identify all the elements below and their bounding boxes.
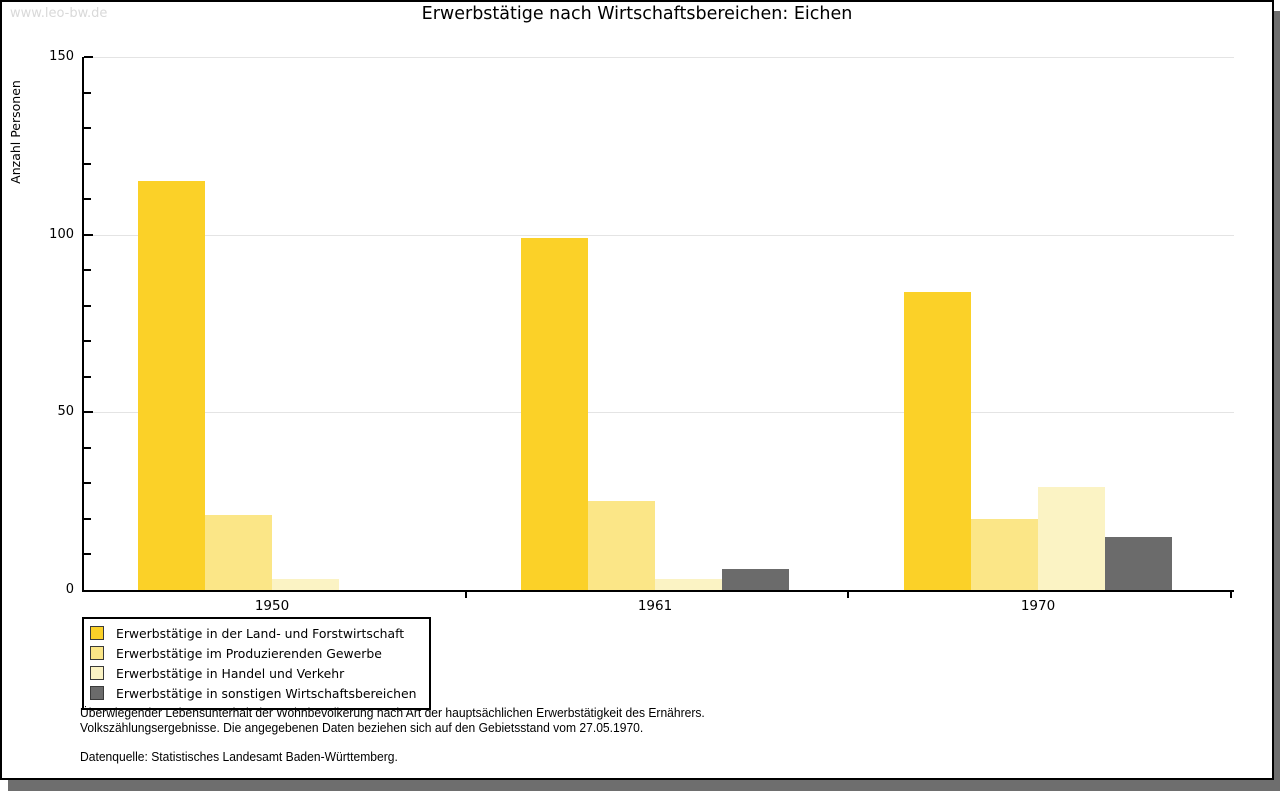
bar-1970-s2 (971, 518, 1038, 590)
y-minor-tick-110 (84, 198, 91, 201)
y-major-tick-100 (84, 233, 93, 236)
bar-1961-s2 (588, 501, 655, 590)
y-minor-tick-80 (84, 304, 91, 307)
legend: Erwerbstätige in der Land- und Forstwirt… (82, 617, 431, 710)
bar-1970-s4 (1105, 536, 1172, 590)
y-minor-tick-90 (84, 269, 91, 272)
x-category-label-1961: 1961 (637, 598, 673, 614)
bar-1961-s3 (655, 579, 722, 590)
x-category-label-1970: 1970 (1020, 598, 1056, 614)
legend-swatch-icon (90, 686, 104, 700)
footnote-text: Überwiegender Lebensunterhalt der Wohnbe… (80, 705, 705, 735)
x-category-label-1950: 1950 (254, 598, 290, 614)
legend-row-3: Erwerbstätige in Handel und Verkehr (90, 663, 417, 683)
legend-row-4: Erwerbstätige in sonstigen Wirtschaftsbe… (90, 683, 417, 703)
y-minor-tick-20 (84, 517, 91, 520)
x-tick-0 (465, 592, 467, 598)
bar-1950-s2 (205, 515, 272, 590)
legend-swatch-icon (90, 646, 104, 660)
y-major-tick-50 (84, 411, 93, 414)
legend-row-2: Erwerbstätige im Produzierenden Gewerbe (90, 643, 417, 663)
x-tick-1 (847, 592, 849, 598)
y-minor-tick-60 (84, 375, 91, 378)
footnote-source: Datenquelle: Statistisches Landesamt Bad… (80, 749, 398, 764)
gridline-50 (84, 412, 1234, 414)
y-minor-tick-140 (84, 91, 91, 94)
y-minor-tick-30 (84, 482, 91, 485)
y-tick-label-0: 0 (65, 582, 74, 597)
y-minor-tick-130 (84, 127, 91, 130)
footnote-line-1: Überwiegender Lebensunterhalt der Wohnbe… (80, 705, 705, 720)
gridline-100 (84, 234, 1234, 236)
x-axis-line (82, 590, 1234, 592)
y-minor-tick-10 (84, 553, 91, 556)
bar-1961-s4 (722, 568, 789, 590)
x-tick-2 (1230, 592, 1232, 598)
y-tick-label-150: 150 (49, 49, 74, 64)
legend-swatch-icon (90, 666, 104, 680)
legend-label: Erwerbstätige in der Land- und Forstwirt… (116, 625, 405, 641)
bar-1970-s1 (904, 291, 971, 590)
y-minor-tick-40 (84, 446, 91, 449)
legend-label: Erwerbstätige im Produzierenden Gewerbe (116, 645, 382, 661)
gridline-150 (84, 57, 1234, 58)
legend-row-1: Erwerbstätige in der Land- und Forstwirt… (90, 623, 417, 643)
bar-1950-s3 (272, 579, 339, 590)
y-tick-label-50: 50 (57, 404, 74, 420)
footnote-line-2: Volkszählungsergebnisse. Die angegebenen… (80, 719, 644, 735)
legend-label: Erwerbstätige in sonstigen Wirtschaftsbe… (116, 685, 417, 701)
watermark: www.leo-bw.de (10, 6, 108, 21)
y-axis-label: Anzahl Personen (8, 80, 23, 184)
y-major-tick-150 (84, 56, 93, 58)
chart-title: Erwerbstätige nach Wirtschaftsbereichen:… (421, 4, 853, 24)
legend-label: Erwerbstätige in Handel und Verkehr (116, 665, 345, 681)
y-minor-tick-70 (84, 340, 91, 343)
bar-1970-s3 (1038, 486, 1105, 590)
y-minor-tick-120 (84, 162, 91, 165)
y-axis-line (82, 57, 84, 592)
bar-1950-s1 (138, 181, 205, 590)
plot-area: 0 50 100 150 1950 1961 1970 (49, 49, 1234, 614)
legend-swatch-icon (90, 626, 104, 640)
bar-1961-s1 (521, 238, 588, 590)
y-tick-label-100: 100 (49, 226, 74, 242)
